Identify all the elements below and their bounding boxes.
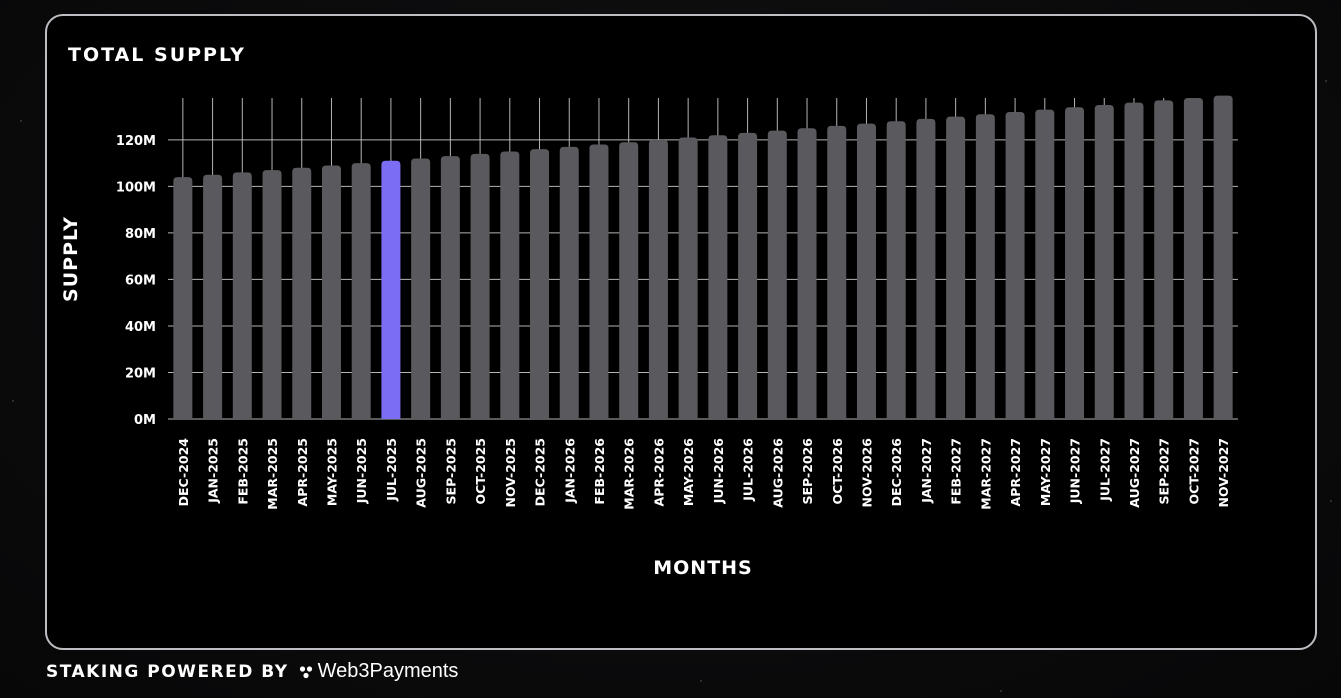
y-tick-label: 40M: [125, 320, 156, 335]
bar: [1005, 111, 1025, 420]
x-tick-label: NOV-2026: [859, 438, 874, 508]
x-tick-label: JUN-2026: [711, 438, 726, 505]
bar: [1124, 102, 1144, 420]
background-star: [12, 400, 14, 402]
y-tick-label: 60M: [125, 273, 156, 288]
bar: [559, 146, 579, 419]
bar: [411, 158, 431, 419]
x-tick-label: FEB-2025: [235, 438, 250, 505]
x-tick-label: MAR-2027: [978, 438, 993, 510]
x-tick-label: AUG-2027: [1127, 438, 1142, 508]
x-tick-label: JUL-2026: [741, 438, 756, 502]
y-tick-label: 100M: [116, 180, 156, 195]
bar: [470, 153, 490, 419]
bar: [500, 151, 520, 419]
bar: [173, 177, 193, 419]
bar: [1035, 109, 1055, 419]
bar: [738, 132, 758, 420]
bar: [440, 156, 460, 420]
background-star: [700, 680, 702, 682]
x-tick-label: SEP-2027: [1157, 438, 1172, 504]
x-tick-label: JUN-2027: [1068, 438, 1083, 504]
bar: [619, 142, 639, 419]
x-tick-label: MAY-2027: [1038, 438, 1053, 506]
x-tick-label: APR-2026: [651, 438, 666, 507]
x-tick-label: JAN-2027: [919, 438, 934, 504]
x-tick-label: FEB-2026: [592, 438, 607, 505]
y-tick-label: 0M: [134, 413, 156, 428]
bar: [1094, 104, 1114, 419]
background-star: [1330, 500, 1332, 502]
x-tick-label: NOV-2027: [1216, 438, 1231, 508]
bar: [975, 114, 995, 420]
x-tick-label: JUL-2025: [384, 438, 399, 502]
bar: [530, 149, 550, 419]
bar: [1065, 107, 1085, 419]
x-tick-label: NOV-2025: [503, 438, 518, 508]
bar: [916, 118, 936, 419]
x-tick-label: MAR-2026: [622, 438, 637, 510]
web3payments-logo-icon: [299, 665, 312, 678]
background-star: [20, 120, 22, 122]
bar: [946, 116, 966, 419]
x-tick-label: MAY-2026: [681, 438, 696, 506]
x-tick-label: JAN-2026: [562, 438, 577, 504]
x-tick-label: JUL-2027: [1097, 438, 1112, 502]
bar: [232, 172, 252, 419]
bar: [292, 167, 312, 419]
x-tick-label: OCT-2026: [830, 438, 845, 505]
bar: [708, 135, 728, 419]
x-axis-title: MONTHS: [653, 557, 753, 579]
y-axis-title: SUPPLY: [60, 216, 82, 302]
y-tick-label: 80M: [125, 227, 156, 242]
background-star: [1000, 690, 1002, 692]
bar-highlighted: [381, 160, 401, 419]
x-tick-label: APR-2027: [1008, 438, 1023, 506]
x-tick-label: AUG-2026: [770, 438, 785, 508]
bar: [1213, 95, 1233, 419]
bar: [321, 165, 341, 419]
x-tick-label: SEP-2025: [443, 438, 458, 504]
brand-link[interactable]: Web3Payments: [299, 660, 459, 683]
background-star: [1325, 80, 1327, 82]
y-tick-label: 120M: [116, 134, 156, 149]
bar: [827, 125, 847, 420]
x-tick-label: DEC-2024: [176, 438, 191, 507]
bar: [678, 137, 698, 420]
x-tick-label: FEB-2027: [949, 438, 964, 505]
bar: [1154, 100, 1174, 420]
x-tick-label: DEC-2025: [533, 438, 548, 506]
brand-name: Web3Payments: [317, 660, 459, 682]
bar: [648, 139, 668, 419]
footer-label: STAKING POWERED BY: [46, 661, 289, 682]
bar: [856, 123, 876, 419]
chart-title: TOTAL SUPPLY: [68, 44, 246, 66]
bar: [767, 130, 787, 419]
bar: [589, 144, 609, 420]
bar: [886, 121, 906, 420]
x-tick-label: DEC-2026: [889, 438, 904, 507]
x-tick-label: SEP-2026: [800, 438, 815, 505]
bar: [1183, 98, 1203, 419]
bar: [351, 163, 371, 419]
bar: [203, 174, 223, 419]
footer: STAKING POWERED BY Web3Payments: [46, 660, 458, 683]
x-tick-label: AUG-2025: [414, 438, 429, 508]
x-tick-label: JAN-2025: [206, 438, 221, 504]
x-tick-label: OCT-2027: [1186, 438, 1201, 504]
x-tick-label: APR-2025: [295, 438, 310, 506]
x-tick-label: MAY-2025: [324, 438, 339, 506]
y-tick-label: 20M: [125, 366, 156, 381]
bar: [797, 128, 817, 419]
x-tick-label: JUN-2025: [354, 438, 369, 504]
x-tick-label: MAR-2025: [265, 438, 280, 510]
bar: [262, 170, 282, 419]
x-tick-label: OCT-2025: [473, 438, 488, 504]
